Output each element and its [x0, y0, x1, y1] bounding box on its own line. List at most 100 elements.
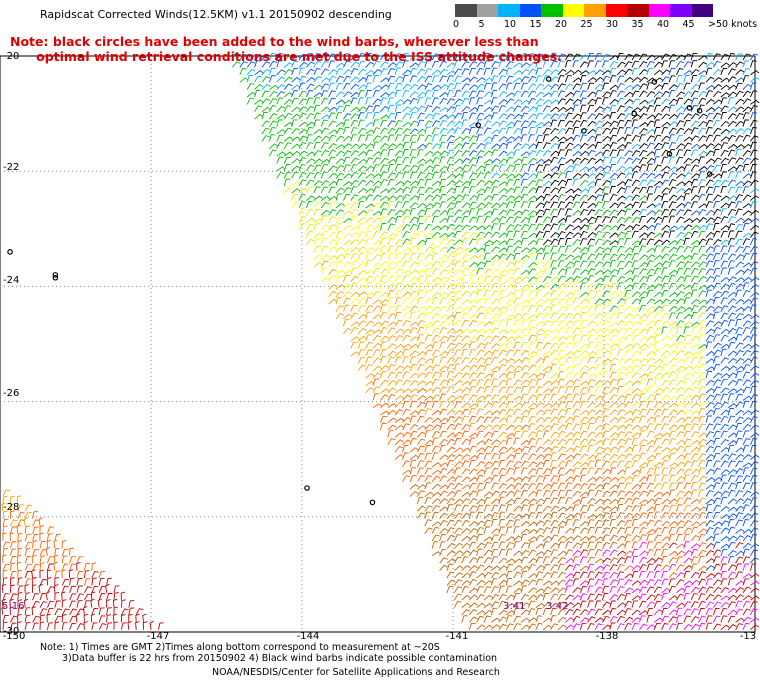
wind-barb	[446, 497, 455, 505]
wind-barb	[528, 97, 537, 105]
wind-barb	[550, 260, 558, 268]
wind-barb	[528, 223, 536, 231]
wind-barb	[646, 163, 653, 172]
wind-barb	[557, 179, 567, 187]
wind-barb	[698, 408, 706, 416]
legend-swatch	[519, 4, 541, 17]
wind-barb	[498, 474, 506, 482]
wind-barb	[646, 274, 654, 283]
wind-barb	[683, 201, 692, 209]
wind-barb	[394, 150, 404, 157]
wind-barb	[483, 60, 491, 68]
wind-barb	[602, 269, 612, 275]
wind-barb	[535, 75, 543, 83]
wind-barb	[712, 482, 721, 490]
wind-barb	[564, 460, 573, 468]
wind-barb	[646, 423, 654, 431]
wind-barb	[431, 237, 439, 246]
wind-barb	[439, 370, 446, 379]
wind-barb	[542, 245, 550, 253]
wind-barb	[742, 379, 751, 386]
wind-barb	[572, 126, 579, 135]
wind-barb	[9, 532, 15, 542]
wind-barb	[750, 543, 760, 549]
wind-barb	[720, 128, 730, 135]
wind-barb	[624, 260, 633, 268]
wind-barb	[409, 305, 419, 312]
wind-barb	[750, 224, 760, 231]
wind-barb	[557, 541, 565, 549]
wind-barb	[402, 194, 411, 201]
wind-barb	[468, 142, 477, 150]
wind-barb	[498, 600, 507, 608]
wind-barb	[298, 67, 305, 75]
wind-barb	[698, 326, 706, 334]
wind-barb	[639, 521, 649, 527]
wind-barb	[587, 186, 595, 194]
wind-barb	[424, 90, 432, 98]
wind-barb	[713, 572, 722, 579]
wind-barb	[653, 401, 663, 409]
wind-barb	[439, 548, 447, 556]
wind-barb	[505, 121, 516, 127]
wind-barb	[505, 358, 515, 364]
wind-barb	[417, 387, 427, 394]
wind-barb	[402, 275, 410, 283]
wind-barb	[727, 260, 735, 268]
wind-barb	[283, 156, 292, 164]
wind-barb	[594, 334, 603, 342]
wind-barb	[431, 521, 442, 527]
wind-barb	[461, 585, 469, 593]
wind-barb	[483, 150, 493, 157]
wind-barb	[520, 565, 530, 571]
wind-barb	[424, 424, 434, 431]
wind-barb	[483, 603, 494, 608]
wind-barb	[579, 112, 587, 120]
wind-barb	[572, 98, 582, 105]
wind-barb	[461, 312, 469, 320]
wind-barb	[602, 498, 612, 505]
wind-barb	[505, 378, 513, 386]
wind-barb	[749, 482, 757, 490]
wind-barb	[387, 364, 396, 372]
wind-barb	[735, 512, 744, 520]
wind-barb	[402, 99, 412, 105]
wind-barb	[498, 319, 506, 327]
wind-barb	[572, 194, 581, 201]
wind-barb	[572, 319, 581, 327]
wind-barb	[705, 402, 715, 409]
wind-barb	[528, 529, 538, 534]
wind-barb	[594, 112, 603, 120]
wind-barb	[483, 504, 491, 512]
wind-barb	[483, 312, 492, 320]
wind-barb	[735, 401, 744, 409]
wind-barb	[528, 276, 538, 283]
wind-barb	[498, 439, 508, 446]
wind-barb	[675, 312, 684, 320]
wind-barb	[505, 371, 514, 379]
wind-barb	[727, 444, 734, 453]
wind-barb	[490, 541, 499, 549]
wind-barb	[661, 356, 669, 364]
wind-barb	[565, 334, 574, 342]
wind-barb	[476, 193, 484, 201]
wind-barb	[624, 203, 634, 209]
wind-barb	[424, 126, 431, 135]
wind-barb	[653, 462, 664, 468]
wind-barb	[594, 127, 602, 135]
wind-barb	[572, 438, 581, 446]
wind-barb	[343, 253, 351, 261]
wind-barb	[350, 157, 360, 164]
wind-barb	[609, 225, 619, 231]
wind-barb	[690, 593, 698, 601]
wind-barb	[653, 232, 664, 238]
wind-barb	[520, 528, 531, 534]
wind-barb	[379, 208, 388, 216]
wind-barb	[476, 165, 486, 172]
wind-barb	[661, 245, 670, 253]
wind-barb	[683, 557, 693, 564]
wind-barb	[476, 520, 486, 527]
wind-barb	[587, 128, 597, 135]
wind-barb	[579, 496, 587, 505]
wind-barb	[646, 54, 656, 61]
